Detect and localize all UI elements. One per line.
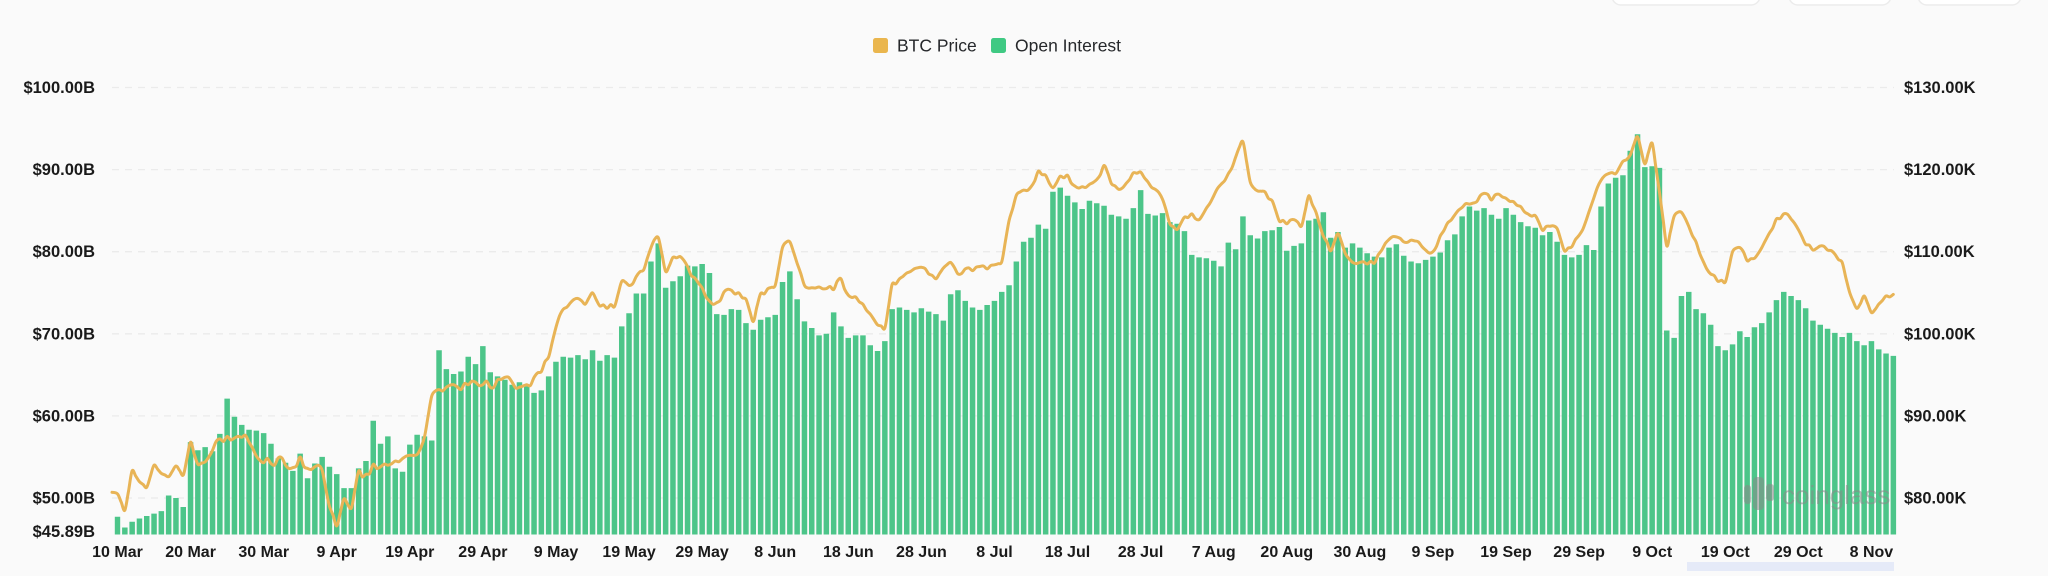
- svg-text:$100.00B: $100.00B: [23, 79, 95, 97]
- svg-text:9 Apr: 9 Apr: [317, 544, 357, 561]
- svg-text:$130.00K: $130.00K: [1904, 79, 1976, 97]
- svg-text:19 Sep: 19 Sep: [1480, 544, 1532, 561]
- svg-text:$45.89B: $45.89B: [33, 523, 95, 541]
- svg-text:7 Aug: 7 Aug: [1192, 544, 1236, 561]
- svg-text:20 Mar: 20 Mar: [165, 544, 216, 561]
- svg-text:28 Jun: 28 Jun: [896, 544, 947, 561]
- svg-text:18 Jul: 18 Jul: [1045, 544, 1090, 561]
- svg-text:29 Apr: 29 Apr: [458, 544, 507, 561]
- svg-text:9 Oct: 9 Oct: [1632, 544, 1673, 561]
- svg-text:28 Jul: 28 Jul: [1118, 544, 1163, 561]
- svg-text:8 Jun: 8 Jun: [754, 544, 796, 561]
- svg-text:$70.00B: $70.00B: [33, 325, 95, 343]
- svg-text:19 Apr: 19 Apr: [385, 544, 434, 561]
- svg-text:29 May: 29 May: [675, 544, 728, 561]
- svg-text:30 Mar: 30 Mar: [238, 544, 289, 561]
- svg-text:30 Aug: 30 Aug: [1334, 544, 1387, 561]
- svg-text:19 Oct: 19 Oct: [1701, 544, 1751, 561]
- svg-text:coinglass: coinglass: [1782, 480, 1890, 510]
- svg-text:$90.00K: $90.00K: [1904, 407, 1966, 425]
- svg-text:BTC Price: BTC Price: [897, 36, 977, 56]
- svg-text:$80.00B: $80.00B: [33, 243, 95, 261]
- svg-text:$120.00K: $120.00K: [1904, 161, 1976, 179]
- svg-text:29 Sep: 29 Sep: [1553, 544, 1605, 561]
- svg-text:10 Mar: 10 Mar: [92, 544, 143, 561]
- svg-text:9 May: 9 May: [534, 544, 579, 561]
- svg-text:19 May: 19 May: [602, 544, 655, 561]
- svg-text:29 Oct: 29 Oct: [1774, 544, 1824, 561]
- svg-text:8 Jul: 8 Jul: [976, 544, 1012, 561]
- svg-text:9 Sep: 9 Sep: [1412, 544, 1455, 561]
- svg-text:$100.00K: $100.00K: [1904, 325, 1976, 343]
- svg-text:$80.00K: $80.00K: [1904, 490, 1966, 508]
- svg-text:$60.00B: $60.00B: [33, 407, 95, 425]
- svg-text:8 Nov: 8 Nov: [1850, 544, 1894, 561]
- svg-text:$110.00K: $110.00K: [1904, 243, 1975, 261]
- svg-text:$50.00B: $50.00B: [33, 490, 95, 508]
- svg-text:18 Jun: 18 Jun: [823, 544, 874, 561]
- svg-text:$90.00B: $90.00B: [33, 161, 95, 179]
- svg-text:20 Aug: 20 Aug: [1260, 544, 1313, 561]
- svg-text:Open Interest: Open Interest: [1015, 36, 1121, 56]
